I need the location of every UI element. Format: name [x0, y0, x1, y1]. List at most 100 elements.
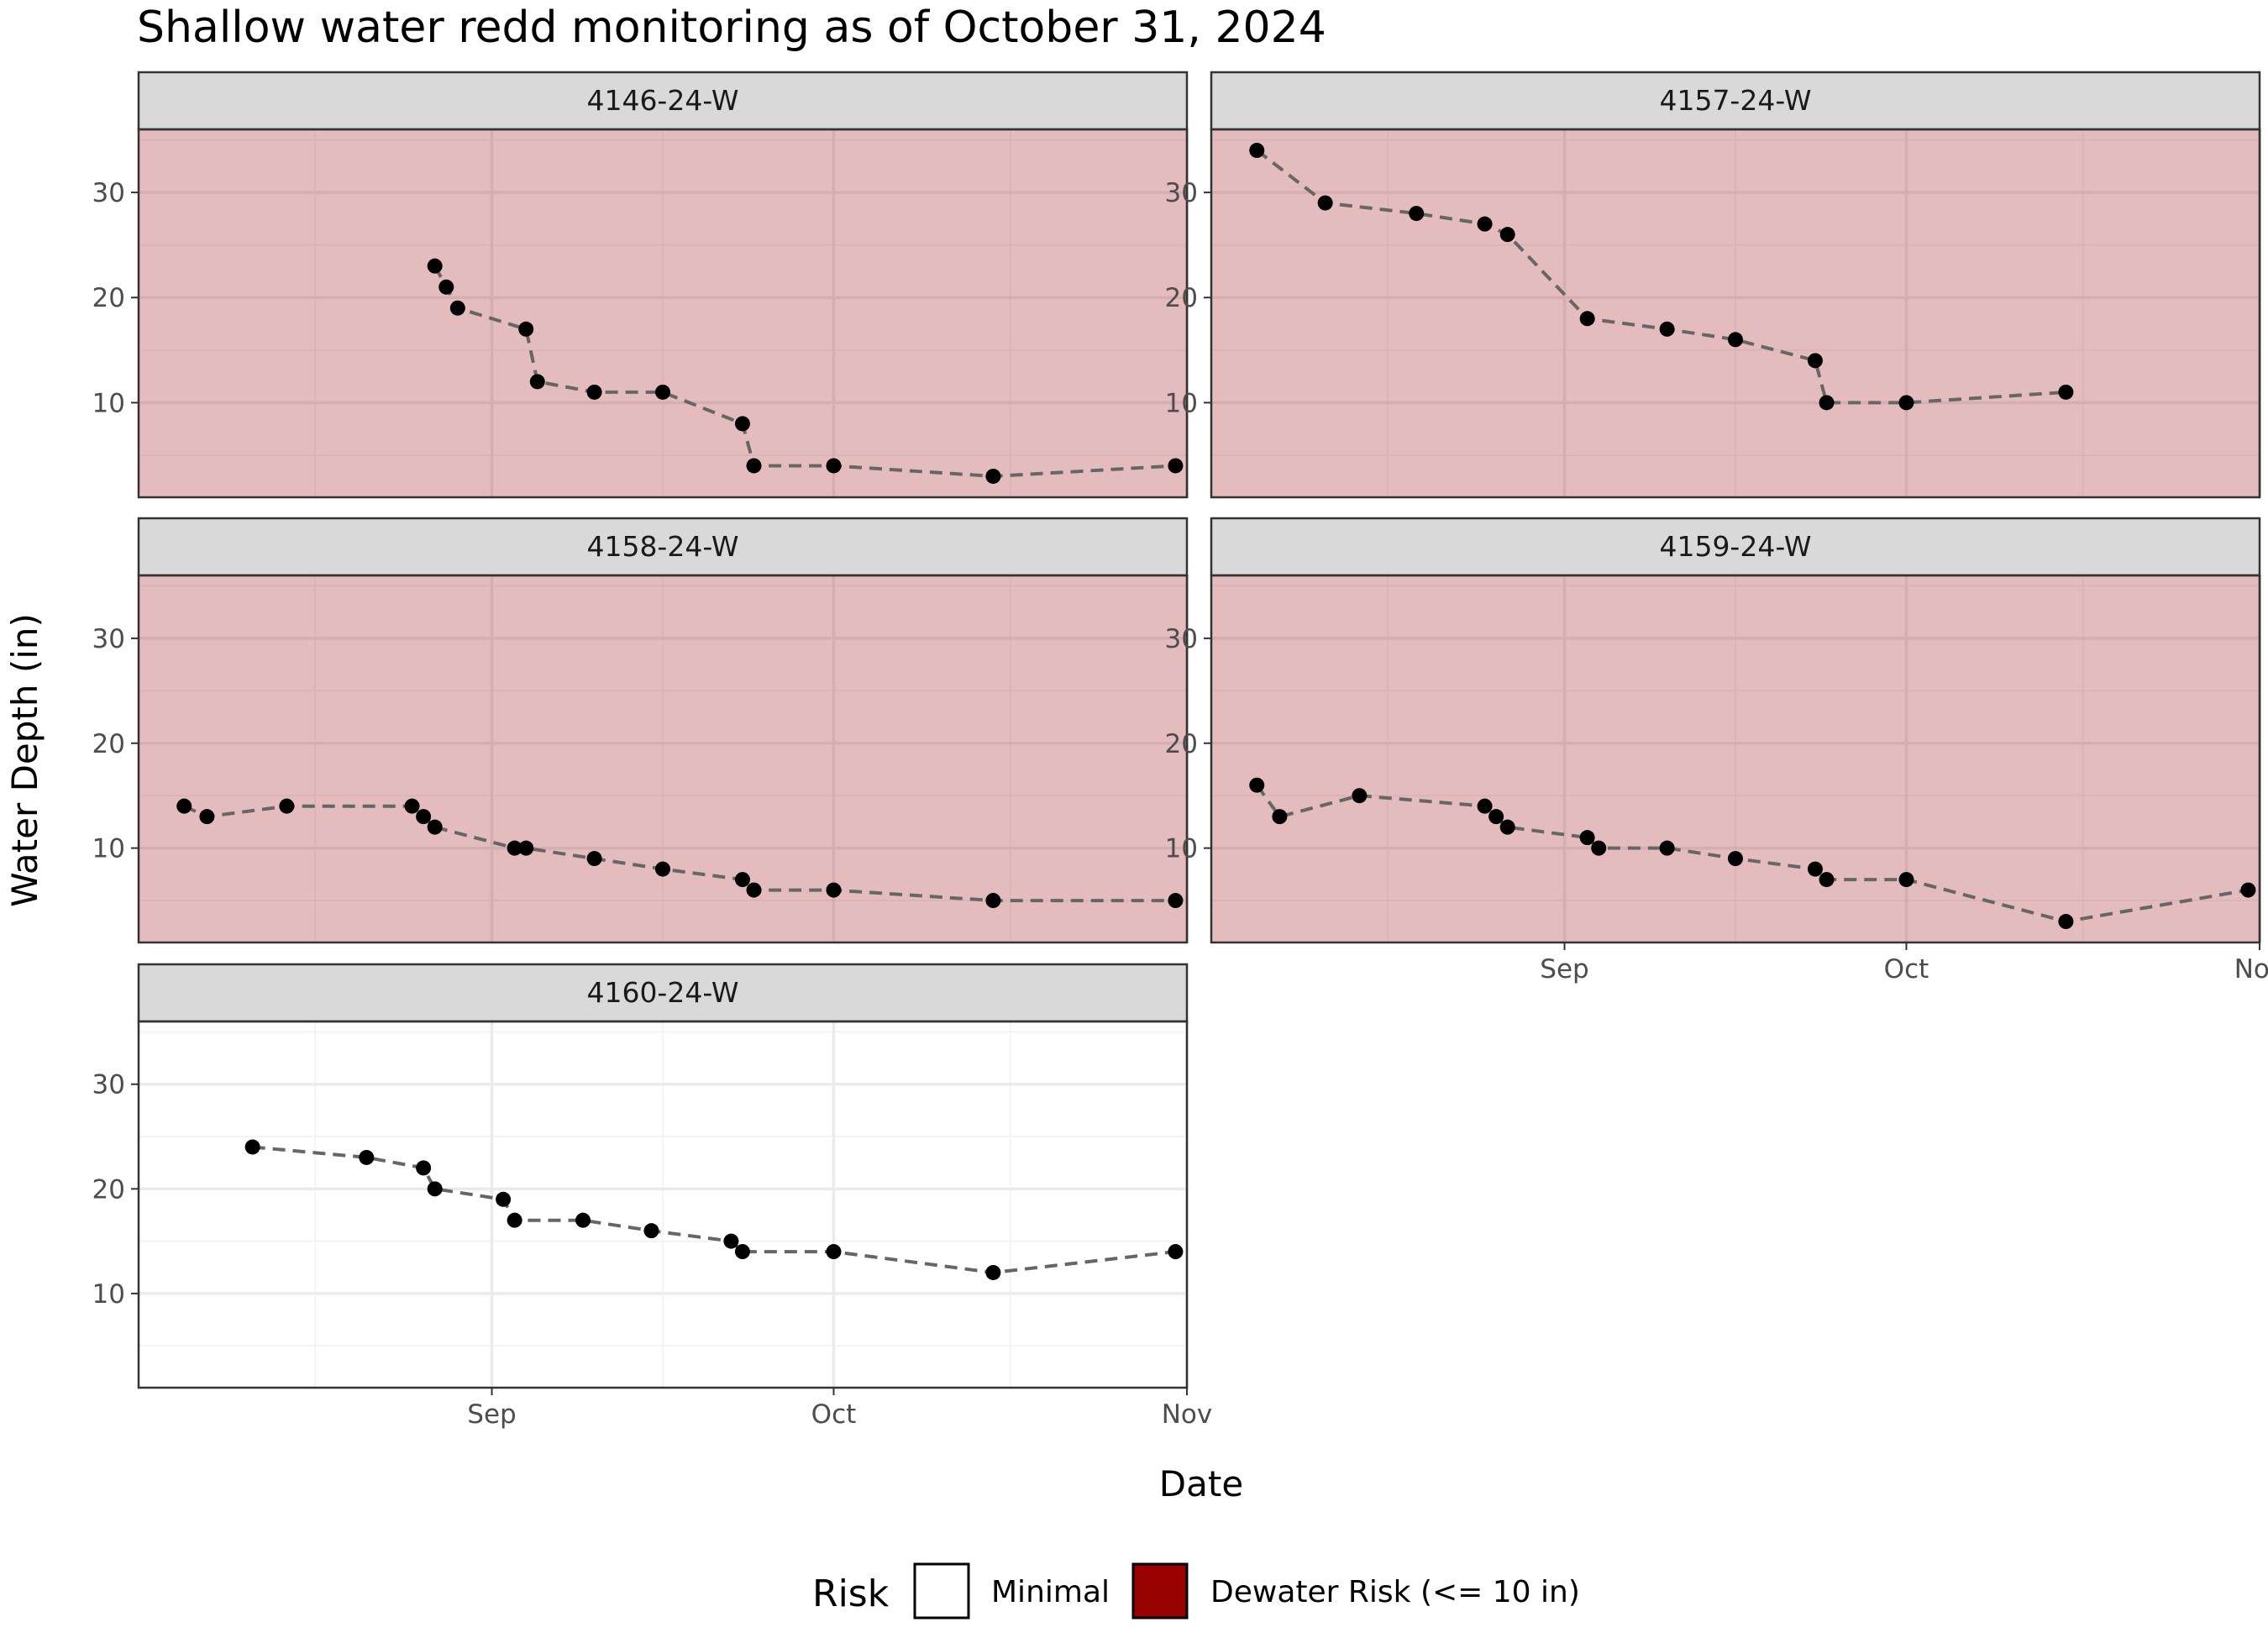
data-point	[2240, 882, 2256, 898]
panel-border	[1210, 128, 2261, 499]
panel-4157-24-W: 4157-24-W 10 20 30	[1165, 71, 2261, 499]
data-point	[734, 1244, 750, 1260]
data-point	[1352, 788, 1368, 804]
data-point	[416, 809, 432, 825]
data-point	[279, 798, 295, 814]
data-point	[586, 851, 602, 867]
data-point	[449, 300, 465, 316]
y-tick-label: 20	[92, 283, 125, 313]
data-point	[1499, 819, 1515, 835]
legend-key-minimal	[913, 1562, 970, 1620]
data-point	[1728, 851, 1743, 867]
data-point	[2058, 384, 2074, 400]
panel-border	[137, 1020, 1189, 1389]
y-tick-label: 30	[1165, 178, 1198, 208]
data-point	[655, 384, 670, 400]
strip-background	[1210, 517, 2261, 577]
y-tick-label: 10	[1165, 834, 1198, 864]
data-point	[438, 279, 454, 295]
legend-label-minimal: Minimal	[991, 1575, 1110, 1609]
data-point	[1168, 1244, 1184, 1260]
y-tick-label: 30	[92, 1070, 125, 1100]
data-point	[1317, 195, 1333, 211]
data-point	[655, 861, 670, 877]
data-point	[723, 1233, 739, 1249]
data-point	[1579, 830, 1595, 846]
data-point	[359, 1149, 375, 1165]
data-point	[1409, 206, 1425, 222]
data-point	[734, 872, 750, 888]
y-tick-label: 30	[92, 178, 125, 208]
data-point	[1659, 840, 1675, 856]
x-tick-label: Nov	[1162, 1399, 1213, 1430]
data-point	[1499, 227, 1515, 243]
data-point	[1898, 872, 1914, 888]
data-point	[1807, 861, 1823, 877]
x-tick-label: Oct	[811, 1399, 857, 1430]
panel-border	[137, 574, 1189, 944]
x-axis-title: Date	[1159, 1463, 1243, 1504]
data-point	[427, 1181, 443, 1197]
data-point	[416, 1160, 432, 1176]
data-point	[1898, 395, 1914, 411]
y-tick-label: 20	[92, 1174, 125, 1205]
data-point	[1659, 321, 1675, 337]
data-point	[1477, 216, 1493, 232]
data-point	[643, 1223, 659, 1239]
panel-4158-24-W: 4158-24-W 10 20 30	[92, 517, 1189, 944]
x-tick-label: Oct	[1884, 954, 1929, 984]
y-tick-label: 30	[1165, 624, 1198, 654]
strip-background	[137, 963, 1189, 1023]
data-point	[529, 374, 545, 390]
panel-border	[1210, 574, 2261, 944]
data-point	[1591, 840, 1607, 856]
data-point	[985, 893, 1001, 909]
data-point	[1272, 809, 1288, 825]
series-line	[183, 804, 1176, 903]
data-point	[826, 1244, 842, 1260]
strip-label: 4157-24-W	[1659, 84, 1811, 117]
data-point	[404, 798, 420, 814]
data-point	[1819, 395, 1835, 411]
data-point	[1168, 458, 1184, 474]
data-point	[575, 1212, 591, 1228]
chart-title: Shallow water redd monitoring as of Octo…	[137, 3, 1326, 53]
y-tick-label: 20	[1165, 283, 1198, 313]
data-point	[1819, 872, 1835, 888]
data-point	[427, 819, 443, 835]
legend-title: Risk	[812, 1572, 890, 1615]
data-point	[1168, 893, 1184, 909]
data-point	[1249, 143, 1265, 159]
data-point	[2058, 914, 2074, 930]
x-tick-label: Sep	[467, 1399, 516, 1430]
data-point	[518, 840, 534, 856]
y-tick-label: 20	[92, 729, 125, 759]
legend-label-dewater-risk: Dewater Risk (<= 10 in)	[1210, 1575, 1580, 1609]
data-point	[518, 321, 534, 337]
data-point	[1728, 332, 1743, 348]
data-point	[244, 1139, 260, 1155]
strip-label: 4158-24-W	[586, 530, 738, 563]
x-tick-label: Nov	[2234, 954, 2268, 984]
panel-border	[137, 128, 1189, 499]
data-point	[199, 809, 215, 825]
data-point	[427, 258, 443, 274]
strip-label: 4146-24-W	[586, 84, 738, 117]
data-point	[746, 458, 762, 474]
strip-background	[137, 517, 1189, 577]
y-axis-title: Water Depth (in)	[4, 613, 45, 907]
data-point	[1807, 353, 1823, 369]
data-point	[734, 416, 750, 432]
legend: Risk Minimal Dewater Risk (<= 10 in)	[812, 1562, 1580, 1620]
y-tick-label: 10	[92, 1279, 125, 1310]
data-point	[1579, 311, 1595, 327]
strip-label: 4159-24-W	[1659, 530, 1811, 563]
facet-panels: 4146-24-W 10 20 30 4157-24-W 10 20 30 4158-24-W 1…	[92, 71, 2268, 1430]
data-point	[826, 882, 842, 898]
data-point	[176, 798, 192, 814]
panel-4159-24-W: 4159-24-W 10 20 30 Sep Oct Nov	[1165, 517, 2268, 984]
data-point	[985, 1264, 1001, 1280]
data-point	[507, 1212, 522, 1228]
data-point	[985, 468, 1001, 484]
